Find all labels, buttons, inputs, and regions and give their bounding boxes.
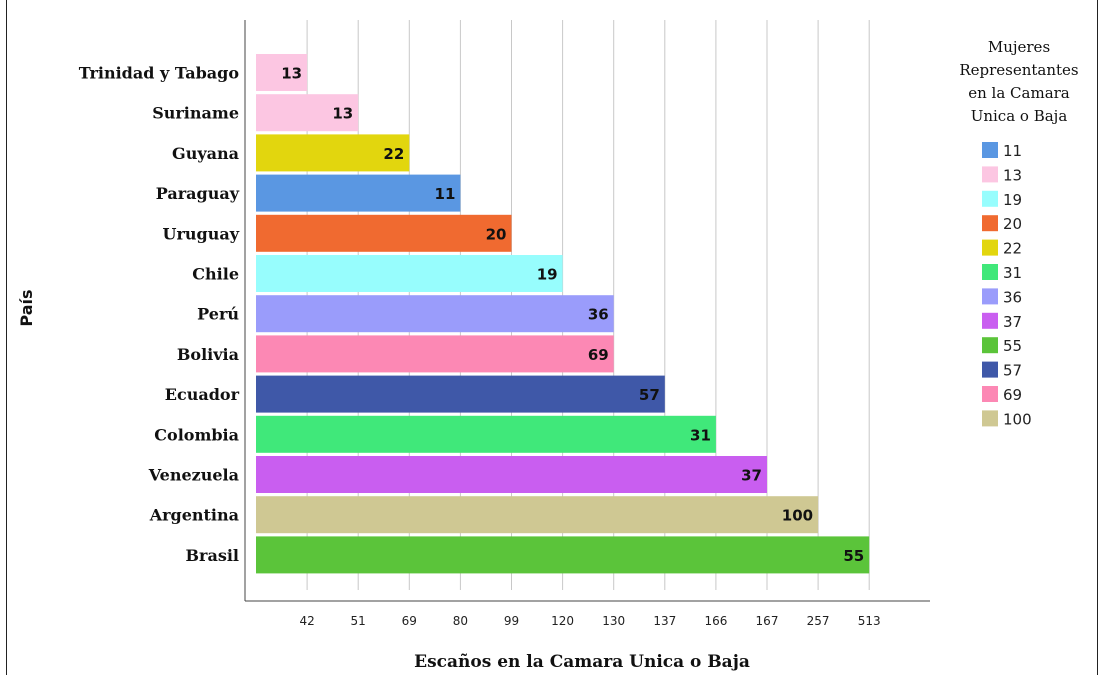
category-labels: Trinidad y Tabago Suriname Guyana Paraguay U… xyxy=(79,64,240,565)
bar-trinidad-y-tabago xyxy=(256,54,308,91)
legend-title: Mujeres Representantes en la Camara Unica o… xyxy=(959,38,1078,125)
legend-label: 37 xyxy=(1003,313,1022,331)
bar-value-label: 13 xyxy=(332,105,353,123)
chart-frame xyxy=(6,0,1098,675)
legend-label: 31 xyxy=(1003,264,1022,282)
legend-swatch xyxy=(982,288,998,305)
category-label: Paraguay xyxy=(156,184,240,203)
bar-value-label: 19 xyxy=(537,266,558,284)
legend-label: 13 xyxy=(1003,166,1022,184)
bar-perú xyxy=(256,295,614,333)
legend-label: 11 xyxy=(1003,142,1022,160)
category-label: Colombia xyxy=(154,425,239,444)
category-label: Ecuador xyxy=(165,385,240,404)
category-label: Suriname xyxy=(152,104,239,123)
legend-label: 20 xyxy=(1003,215,1022,233)
legend-label: 36 xyxy=(1003,288,1022,306)
x-tick-label: 257 xyxy=(807,614,830,628)
bar-value-label: 36 xyxy=(588,306,609,324)
x-tick-label: 513 xyxy=(858,614,881,628)
legend-label: 100 xyxy=(1003,410,1032,428)
bar-value-label: 13 xyxy=(281,65,302,83)
bar-value-label: 11 xyxy=(435,185,456,203)
bar-value-label: 69 xyxy=(588,346,609,364)
bar-argentina xyxy=(256,496,819,534)
x-tick-label: 80 xyxy=(453,614,468,628)
x-axis-label: Escaños en la Camara Unica o Baja xyxy=(414,652,750,672)
x-tick-label: 130 xyxy=(602,614,625,628)
bar-value-label: 37 xyxy=(741,467,762,485)
category-label: Venezuela xyxy=(148,466,239,485)
bar-paraguay xyxy=(256,174,461,212)
legend-swatch xyxy=(982,337,998,354)
category-label: Bolivia xyxy=(177,345,239,364)
bar-value-label: 31 xyxy=(690,426,711,444)
bar-value-label: 55 xyxy=(843,547,864,565)
bar-bolivia xyxy=(256,335,614,373)
legend-swatch xyxy=(982,166,998,183)
category-label: Guyana xyxy=(172,144,239,163)
category-label: Argentina xyxy=(149,506,239,525)
bar-suriname xyxy=(256,94,359,132)
x-tick-label: 137 xyxy=(653,614,676,628)
legend-swatch xyxy=(982,410,998,427)
x-tick-label: 42 xyxy=(299,614,314,628)
bar-guyana xyxy=(256,134,410,172)
x-tick-label: 51 xyxy=(351,614,366,628)
bar-colombia xyxy=(256,415,716,453)
bar-uruguay xyxy=(256,214,512,252)
category-label: Uruguay xyxy=(163,224,240,243)
legend-swatch xyxy=(982,215,998,232)
x-tick-label: 166 xyxy=(704,614,727,628)
legend: Mujeres Representantes en la Camara Unica o… xyxy=(959,38,1078,428)
bar-venezuela xyxy=(256,456,767,493)
bar-brasil xyxy=(256,536,870,574)
x-tick-label: 69 xyxy=(402,614,417,628)
bar-value-labels: 13 13 22 11 20 19 36 69 57 31 37 100 55 xyxy=(281,65,864,565)
bar-ecuador xyxy=(256,375,665,413)
legend-swatch xyxy=(982,264,998,280)
x-tick-label: 167 xyxy=(756,614,779,628)
x-tick-labels: 42 51 69 80 99 120 130 137 166 167 257 513 xyxy=(299,614,880,628)
legend-swatch xyxy=(982,386,998,402)
category-label: Perú xyxy=(197,305,239,324)
x-tick-label: 120 xyxy=(551,614,574,628)
legend-label: 69 xyxy=(1003,386,1022,404)
legend-label: 57 xyxy=(1003,362,1022,380)
legend-label: 55 xyxy=(1003,337,1022,355)
bar-value-label: 22 xyxy=(383,145,404,163)
legend-swatch xyxy=(982,361,998,378)
bar-value-label: 57 xyxy=(639,386,660,404)
legend-swatch xyxy=(982,190,998,207)
category-label: Brasil xyxy=(186,546,239,565)
category-label: Chile xyxy=(192,265,239,284)
bar-value-label: 20 xyxy=(486,225,507,243)
legend-swatch xyxy=(982,142,998,158)
bar-chile xyxy=(256,255,563,292)
x-tick-label: 99 xyxy=(504,614,519,628)
y-axis-label: País xyxy=(17,289,36,326)
bars xyxy=(256,54,870,574)
legend-label: 22 xyxy=(1003,240,1022,258)
legend-items: 11 13 19 20 22 31 36 37 55 57 69 100 xyxy=(982,142,1032,428)
legend-swatch xyxy=(982,312,998,329)
legend-label: 19 xyxy=(1003,191,1022,209)
bar-value-label: 100 xyxy=(782,507,813,525)
legend-swatch xyxy=(982,239,998,256)
category-label: Trinidad y Tabago xyxy=(79,64,240,83)
